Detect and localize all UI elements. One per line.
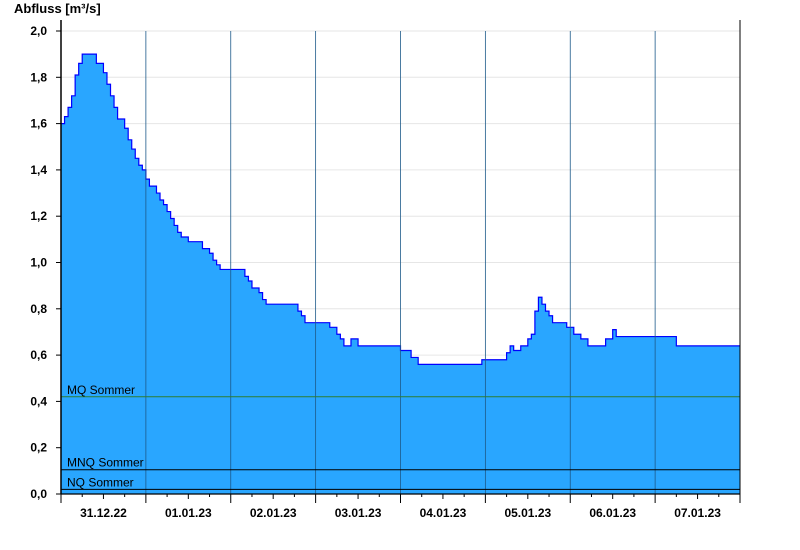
discharge-line: [61, 53, 740, 365]
y-tick-label: 1,8: [30, 70, 47, 84]
y-tick-label: 0,4: [30, 394, 47, 408]
y-tick-label: 0,8: [30, 302, 47, 316]
x-tick-label: 31.12.22: [80, 506, 127, 520]
y-tick-label: 0,2: [30, 441, 47, 455]
y-tick-label: 1,2: [30, 209, 47, 223]
y-tick-label: 1,6: [30, 117, 47, 131]
y-tick-label: 0,6: [30, 348, 47, 362]
y-tick-label: 1,0: [30, 256, 47, 270]
x-tick-label: 03.01.23: [335, 506, 382, 520]
x-tick-label: 07.01.23: [674, 506, 721, 520]
x-tick-label: 05.01.23: [504, 506, 551, 520]
x-tick-label: 04.01.23: [420, 506, 467, 520]
y-tick-label: 2,0: [30, 24, 47, 38]
y-tick-label: 0,0: [30, 487, 47, 501]
y-tick-label: 1,4: [30, 163, 47, 177]
x-tick-label: 02.01.23: [250, 506, 297, 520]
y-axis-title: Abfluss [m³/s]: [14, 1, 101, 16]
x-tick-label: 06.01.23: [589, 506, 636, 520]
reference-line-label: MQ Sommer: [67, 383, 135, 397]
x-tick-label: 01.01.23: [165, 506, 212, 520]
reference-line-label: NQ Sommer: [67, 475, 134, 489]
reference-line-label: MNQ Sommer: [67, 456, 144, 470]
